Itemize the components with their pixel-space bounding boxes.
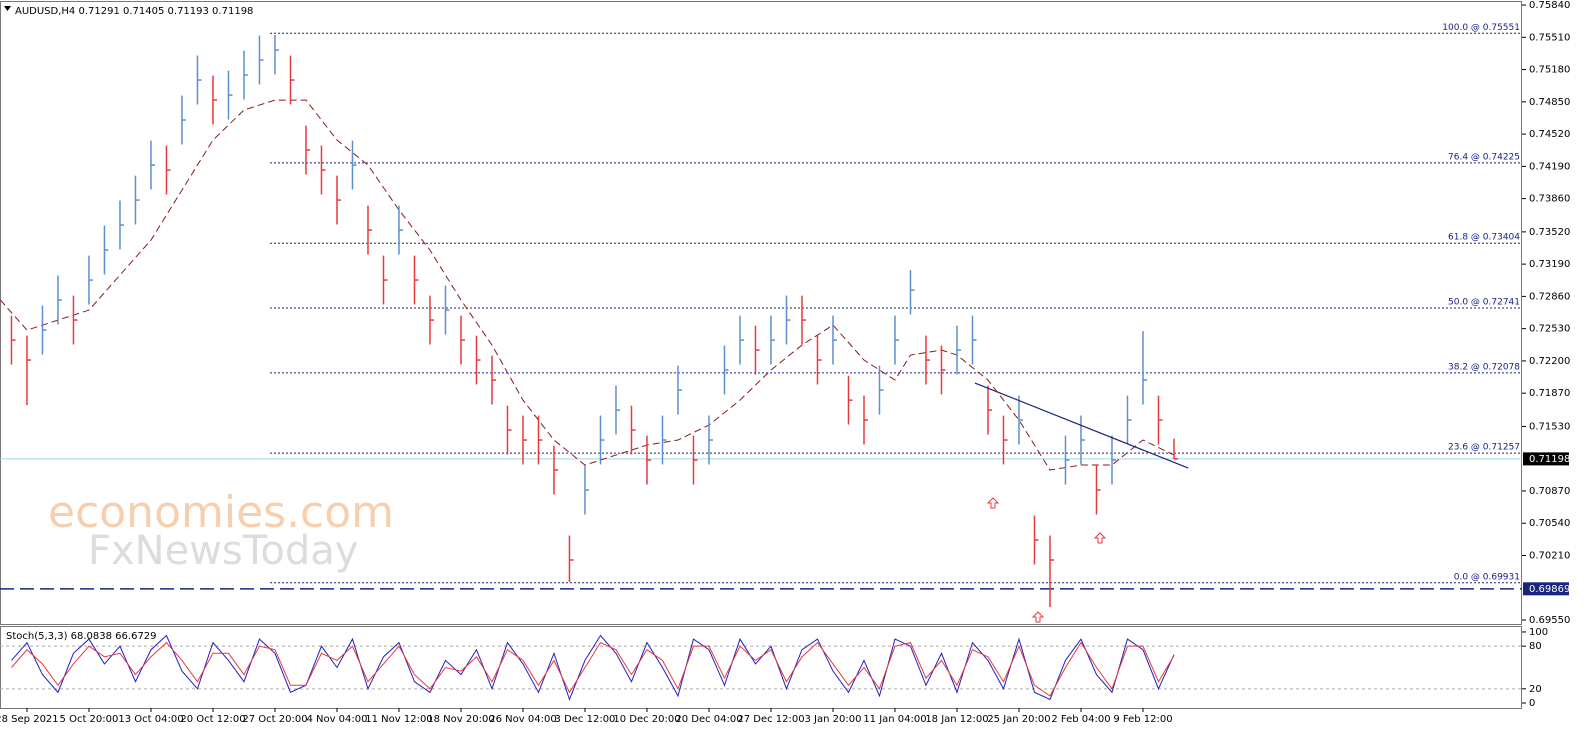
x-tick-label: 4 Nov 04:00 [306,714,367,725]
y-tick-label: 100 [1529,627,1548,638]
watermark: economies.com [48,487,394,538]
y-tick-label: 80 [1529,641,1542,652]
x-tick-label: 9 Feb 12:00 [1113,714,1172,725]
x-tick-label: 18 Jan 12:00 [925,714,988,725]
x-tick-label: 18 Nov 20:00 [427,714,494,725]
x-tick-label: 20 Oct 12:00 [180,714,245,725]
x-tick-label: 3 Dec 12:00 [555,714,616,725]
fib-label: 76.4 @ 0.74225 [1448,152,1520,162]
x-tick-label: 27 Oct 20:00 [242,714,307,725]
fib-label: 50.0 @ 0.72741 [1448,298,1520,308]
x-tick-label: 28 Sep 2021 [0,714,59,725]
stoch-line [11,634,1175,701]
x-tick-label: 20 Dec 04:00 [675,714,742,725]
y-tick-label: 0.75840 [1529,0,1570,11]
y-tick-label: 0.74520 [1529,129,1570,140]
menu-triangle [4,6,11,11]
fib-label: 38.2 @ 0.72078 [1448,362,1520,372]
price-box-label: 0.71198 [1529,454,1570,465]
y-tick-label: 0.75180 [1529,65,1570,76]
y-tick-label: 0.73190 [1529,259,1570,270]
y-tick-label: 0.72860 [1529,291,1570,302]
stoch-line [11,641,1175,697]
x-tick-label: 25 Jan 20:00 [987,714,1050,725]
x-tick-label: 27 Dec 12:00 [737,714,804,725]
x-tick-label: 3 Jan 20:00 [805,714,862,725]
x-tick-label: 13 Oct 04:00 [118,714,183,725]
y-tick-label: 0.73520 [1529,227,1570,238]
price-box [1523,582,1569,596]
panel-title: Stoch(5,3,3) 68.0838 66.6729 [6,631,157,642]
y-tick-label: 0.72200 [1529,356,1570,367]
y-tick-label: 0.71530 [1529,421,1570,432]
y-tick-label: 0.70540 [1529,518,1570,529]
fib-label: 100.0 @ 0.75551 [1442,23,1520,33]
y-tick-label: 0.75510 [1529,32,1570,43]
up-arrow [986,497,1000,509]
x-tick-label: 10 Dec 20:00 [613,714,680,725]
trendline [974,382,1189,469]
panel-frame [0,1,1522,625]
up-arrow [1031,611,1045,623]
fib-label: 23.6 @ 0.71257 [1448,443,1520,453]
x-tick-label: 11 Jan 04:00 [863,714,926,725]
y-tick-label: 0.74850 [1529,97,1570,108]
y-tick-label: 20 [1529,684,1542,695]
panel-frame [0,626,1522,709]
y-tick-label: 0.73860 [1529,194,1570,205]
watermark: FxNewsToday [88,528,358,574]
up-arrow [1093,532,1107,544]
x-tick-label: 26 Nov 04:00 [489,714,556,725]
fib-label: 61.8 @ 0.73404 [1448,233,1520,243]
price-box [1523,452,1569,466]
price-box-label: 0.69869 [1529,584,1570,595]
panel-title: AUDUSD,H4 0.71291 0.71405 0.71193 0.7119… [15,6,253,17]
y-tick-label: 0.70870 [1529,486,1570,497]
y-tick-label: 0.71870 [1529,388,1570,399]
y-tick-label: 0.69550 [1529,615,1570,626]
x-tick-label: 11 Nov 12:00 [365,714,432,725]
y-tick-label: 0.74190 [1529,161,1570,172]
y-tick-label: 0.72530 [1529,324,1570,335]
y-tick-label: 0.70210 [1529,550,1570,561]
y-tick-label: 0 [1529,698,1535,709]
arrows [986,497,1107,623]
x-tick-label: 5 Oct 20:00 [60,714,119,725]
fib-label: 0.0 @ 0.69931 [1454,572,1520,582]
x-tick-label: 2 Feb 04:00 [1051,714,1110,725]
